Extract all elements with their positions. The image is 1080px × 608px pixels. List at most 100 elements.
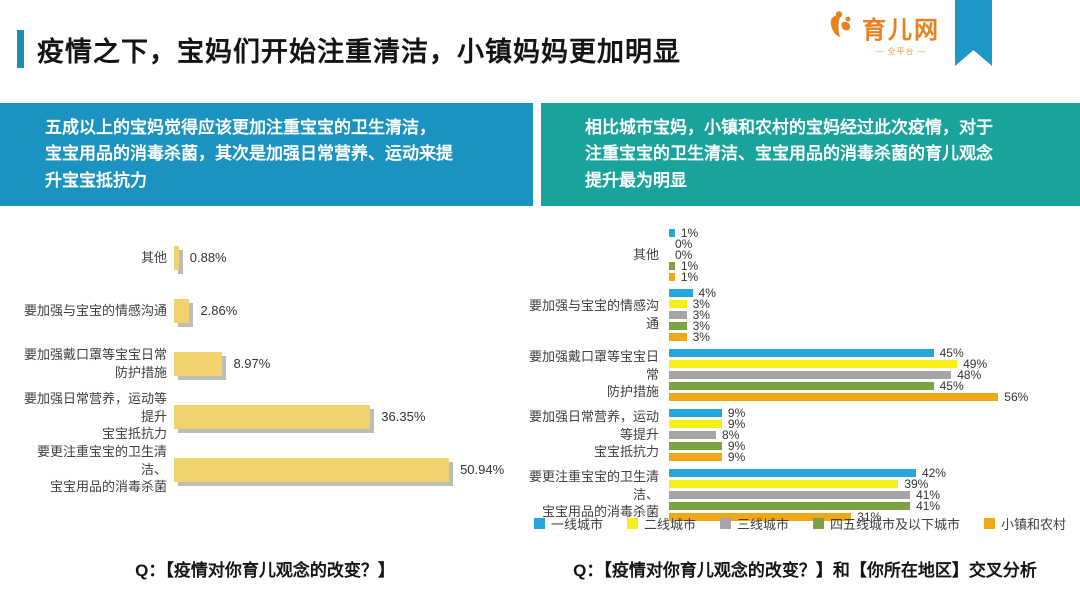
value-label: 3% — [692, 329, 710, 344]
bookmark-ribbon — [955, 0, 992, 66]
series-bar-row: 48% — [669, 367, 1028, 382]
bar — [669, 288, 693, 297]
value-label: 41% — [916, 498, 941, 513]
series-bar-row: 4% — [669, 285, 716, 300]
series-bar-row: 1% — [669, 258, 699, 273]
value-label: 9% — [727, 416, 746, 431]
series-bar-row: 1% — [669, 269, 699, 284]
bar — [669, 381, 934, 390]
value-label: 48% — [957, 367, 982, 382]
category-label: 其他 — [140, 249, 167, 265]
logo-subtitle: — 全平台 — — [875, 47, 927, 56]
category-label: 要加强与宝宝的情感沟通 — [528, 297, 659, 331]
bar — [669, 441, 722, 450]
value-label: 4% — [698, 285, 716, 300]
value-label: 0% — [675, 247, 693, 262]
value-label: 8% — [722, 427, 740, 442]
series-bar-row: 0% — [669, 247, 698, 262]
legend-swatch — [813, 518, 824, 529]
series-bar-row: 42% — [669, 466, 946, 480]
question-caption-left: Q：【疫情对你育儿观念的改变？】 — [135, 561, 395, 580]
value-label: 0% — [675, 236, 693, 251]
category-label: 要加强日常营养，运动等提升 宝宝抵抗力 — [528, 409, 659, 460]
value-label: 8.97% — [233, 356, 271, 371]
value-label: 9% — [727, 449, 746, 464]
series-bar-row: 8% — [669, 427, 745, 442]
value-label: 3% — [692, 318, 710, 333]
right-chart-group: 要加强日常营养，运动等提升 宝宝抵抗力 9% 9% 8% 9% 9% — [528, 405, 1073, 464]
left-chart-row: 其他 0.88% — [12, 231, 517, 284]
category-label: 要更注重宝宝的卫生清洁、 宝宝用品的消毒杀菌 — [36, 444, 167, 495]
series-bar-row: 1% — [669, 225, 699, 240]
region-grouped-bar-chart: 其他 1% 0% 0% 1% 1% 要加强与宝宝的情感沟通 4% 3% 3% 3% 3% 要加强戴口罩等… — [528, 225, 1073, 527]
bar — [669, 332, 687, 341]
category-label: 其他 — [632, 246, 659, 262]
bar — [669, 512, 852, 521]
value-label: 36.35% — [381, 409, 426, 424]
yuerwang-logo: 育儿网 — 全平台 — — [828, 10, 940, 57]
parent-child-icon — [828, 10, 858, 47]
legend-label: 小镇和农村 — [1001, 517, 1067, 532]
bar — [669, 310, 687, 319]
logo-name: 育儿网 — [862, 17, 940, 44]
value-label: 1% — [680, 258, 699, 273]
value-label: 39% — [904, 476, 929, 491]
bar — [669, 348, 934, 357]
series-bar-row: 56% — [669, 390, 1028, 404]
overall-bar-chart: 其他 0.88% 要加强与宝宝的情感沟通 2.86% 要加强戴口罩等宝宝日常 防护措施 8… — [12, 231, 517, 496]
category-label: 要加强与宝宝的情感沟通 — [23, 302, 167, 318]
value-label: 9% — [727, 438, 746, 453]
bar — [174, 245, 179, 270]
legend-swatch — [984, 518, 996, 529]
bar — [669, 299, 687, 308]
right-chart-group: 其他 1% 0% 0% 1% 1% — [528, 225, 1073, 284]
bar — [669, 501, 911, 510]
legend-item: 三线城市 — [719, 514, 789, 533]
value-label: 1% — [680, 269, 699, 284]
value-label: 1% — [680, 225, 699, 240]
category-label: 要更注重宝宝的卫生清洁、 宝宝用品的消毒杀菌 — [528, 469, 659, 520]
category-label: 要加强戴口罩等宝宝日常 防护措施 — [23, 346, 167, 380]
bar — [174, 298, 190, 323]
bar — [669, 321, 687, 330]
callout-left: 五成以上的宝妈觉得应该更加注重宝宝的卫生清洁， 宝宝用品的消毒杀菌，其次是加强日… — [0, 103, 533, 206]
category-label: 要加强日常营养，运动等提升 宝宝抵抗力 — [23, 391, 167, 442]
series-bar-row: 9% — [669, 449, 746, 464]
question-caption-right: Q：【疫情对你育儿观念的改变？】和【你所在地区】交叉分析 — [573, 561, 1037, 580]
bar — [669, 408, 722, 417]
bar — [669, 392, 999, 401]
chart-legend: 一线城市 二线城市 三线城市 四五线城市及以下城市 小镇和农村 — [530, 514, 1070, 533]
value-label: 3% — [692, 307, 710, 322]
series-bar-row: 9% — [669, 405, 746, 420]
legend-swatch — [626, 518, 638, 529]
value-label: 41% — [916, 487, 941, 502]
value-label: 45% — [939, 345, 964, 360]
series-bar-row: 9% — [669, 438, 746, 453]
series-bar-row: 0% — [669, 236, 698, 251]
series-bar-row: 3% — [669, 296, 716, 311]
bar — [669, 261, 675, 270]
series-bar-row: 3% — [669, 307, 716, 322]
series-bar-row: 3% — [669, 329, 716, 344]
bar — [174, 457, 450, 482]
category-label: 要加强戴口罩等宝宝日常 防护措施 — [528, 349, 659, 400]
bar — [174, 351, 223, 376]
series-bar-row: 41% — [669, 498, 946, 513]
bar — [669, 430, 717, 439]
bar — [669, 359, 958, 368]
bar — [669, 419, 722, 428]
value-label: 2.86% — [200, 303, 238, 318]
title-accent-bar — [17, 30, 24, 68]
legend-label: 四五线城市及以下城市 — [830, 517, 961, 532]
series-bar-row: 31% — [669, 510, 946, 524]
bar — [669, 452, 722, 461]
bar — [669, 370, 952, 379]
bar — [669, 272, 675, 281]
bar — [669, 479, 899, 488]
value-label: 9% — [727, 405, 746, 420]
value-label: 3% — [692, 296, 710, 311]
series-bar-row: 45% — [669, 379, 1028, 393]
series-bar-row: 3% — [669, 318, 716, 333]
series-bar-row: 9% — [669, 416, 746, 431]
